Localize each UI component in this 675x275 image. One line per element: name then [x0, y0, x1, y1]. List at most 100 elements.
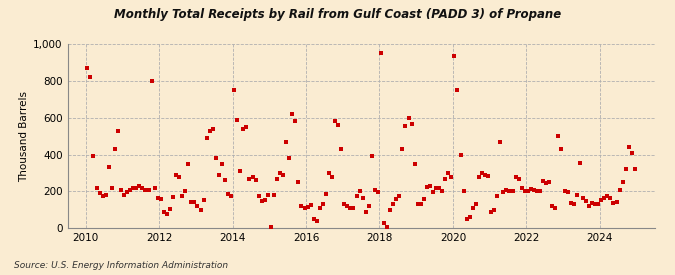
Point [443, 171, 454, 175]
Point [501, 187, 512, 192]
Point [195, 208, 206, 212]
Point [403, 116, 414, 120]
Point [198, 197, 209, 202]
Point [623, 145, 634, 149]
Point [608, 201, 619, 206]
Point [128, 186, 138, 190]
Point [351, 194, 362, 198]
Point [308, 217, 319, 221]
Point [192, 204, 203, 208]
Point [357, 196, 368, 200]
Point [516, 186, 527, 190]
Point [547, 204, 558, 208]
Point [82, 66, 92, 70]
Point [513, 176, 524, 181]
Point [143, 187, 154, 192]
Point [244, 177, 255, 182]
Point [553, 134, 564, 138]
Point [473, 174, 484, 179]
Point [103, 165, 114, 170]
Point [400, 124, 411, 128]
Point [507, 189, 518, 194]
Point [406, 122, 417, 126]
Point [421, 185, 432, 189]
Text: Source: U.S. Energy Information Administration: Source: U.S. Energy Information Administ… [14, 260, 227, 270]
Point [461, 217, 472, 221]
Point [302, 205, 313, 209]
Point [265, 225, 276, 230]
Point [354, 189, 365, 194]
Point [458, 189, 469, 194]
Point [177, 194, 188, 198]
Point [379, 221, 389, 225]
Point [315, 206, 325, 210]
Point [580, 199, 591, 203]
Point [602, 194, 613, 198]
Point [415, 202, 426, 207]
Point [189, 200, 200, 205]
Point [388, 202, 399, 207]
Point [525, 186, 536, 191]
Point [173, 174, 184, 179]
Point [431, 186, 441, 190]
Point [213, 173, 224, 177]
Point [235, 169, 246, 173]
Point [360, 210, 371, 214]
Point [217, 161, 227, 166]
Point [153, 196, 163, 200]
Point [611, 199, 622, 204]
Point [590, 202, 601, 207]
Point [418, 197, 429, 201]
Point [225, 194, 236, 198]
Point [587, 201, 597, 206]
Point [596, 197, 607, 202]
Point [113, 128, 124, 133]
Point [339, 202, 350, 207]
Point [161, 211, 172, 216]
Point [373, 190, 383, 194]
Point [584, 204, 595, 208]
Point [544, 180, 555, 184]
Point [146, 79, 157, 83]
Point [345, 206, 356, 210]
Point [630, 167, 641, 172]
Point [91, 186, 102, 190]
Point [336, 147, 347, 151]
Point [409, 161, 420, 166]
Point [363, 204, 374, 208]
Point [115, 187, 126, 192]
Point [88, 154, 99, 159]
Point [219, 178, 230, 183]
Point [232, 117, 242, 122]
Point [122, 190, 132, 194]
Point [277, 173, 288, 177]
Point [504, 189, 515, 194]
Point [571, 193, 582, 197]
Point [85, 75, 96, 79]
Point [284, 156, 295, 160]
Point [559, 189, 570, 194]
Point [342, 204, 353, 208]
Point [171, 173, 182, 177]
Point [329, 119, 340, 123]
Point [565, 201, 576, 206]
Point [250, 178, 261, 183]
Point [391, 197, 402, 201]
Point [137, 186, 148, 190]
Point [155, 197, 166, 201]
Point [626, 150, 637, 155]
Point [247, 174, 258, 179]
Point [427, 190, 438, 194]
Point [275, 171, 286, 175]
Point [97, 194, 108, 198]
Point [568, 202, 579, 207]
Point [119, 193, 130, 197]
Point [477, 171, 487, 175]
Point [238, 126, 249, 131]
Point [452, 88, 463, 92]
Point [522, 189, 533, 194]
Point [614, 188, 625, 193]
Point [253, 194, 264, 198]
Point [489, 208, 500, 212]
Point [131, 186, 142, 190]
